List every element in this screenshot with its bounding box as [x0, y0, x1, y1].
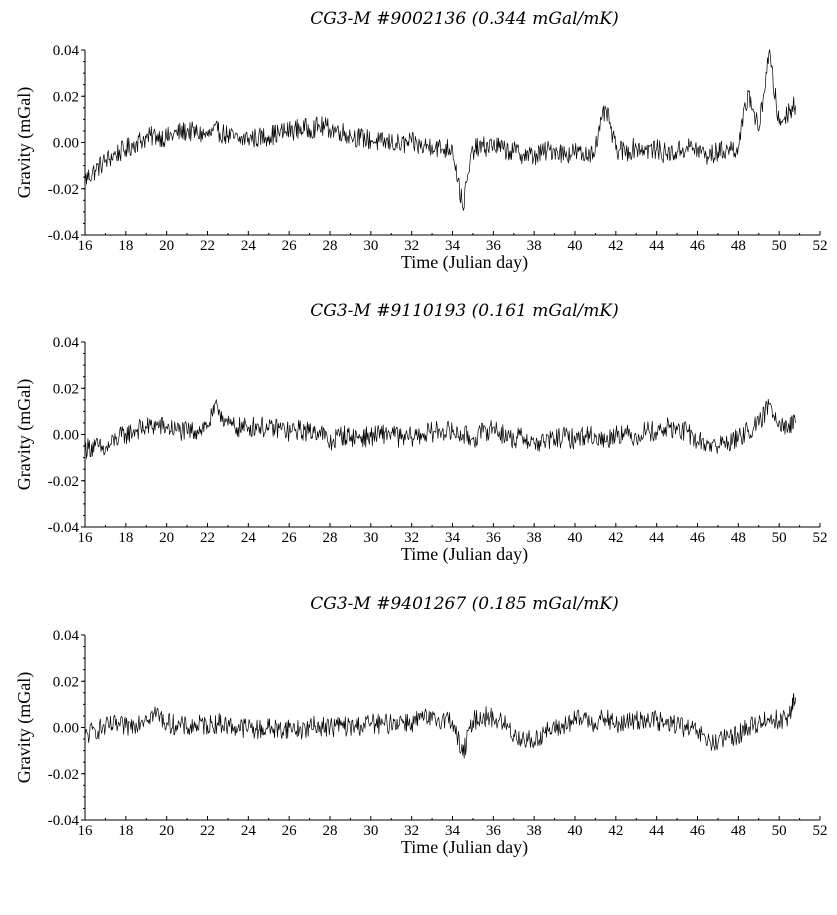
x-tick-label: 48	[731, 238, 746, 254]
x-tick-label: 20	[159, 823, 174, 839]
chart-panel-3: CG3-M #9401267 (0.185 mGal/mK) 0.04 0.02 0.…	[14, 594, 828, 858]
series-line	[84, 398, 796, 459]
chart-title: CG3-M #9401267 (0.185 mGal/mK)	[310, 594, 618, 614]
x-tick-label: 32	[404, 823, 419, 839]
chart-title: CG3-M #9002136 (0.344 mGal/mK)	[310, 9, 618, 29]
x-tick-label: 40	[568, 823, 583, 839]
y-axis-label: Gravity (mGal)	[14, 379, 35, 490]
y-tick-label: 0.04	[53, 43, 80, 59]
chart-title: CG3-M #9110193 (0.161 mGal/mK)	[310, 301, 618, 321]
x-tick-label: 36	[486, 823, 502, 839]
x-tick-label: 50	[772, 238, 787, 254]
y-tick-label: -0.02	[48, 474, 79, 490]
x-axis-label: Time (Julian day)	[401, 252, 528, 273]
x-tick-label: 30	[363, 238, 378, 254]
y-tick-label: -0.04	[48, 813, 80, 829]
y-tick-label: -0.04	[48, 228, 80, 244]
x-tick-label: 32	[404, 238, 419, 254]
x-tick-label: 46	[690, 530, 706, 546]
x-tick-label: 30	[363, 530, 378, 546]
x-tick-label: 16	[78, 530, 94, 546]
x-tick-label: 22	[200, 823, 215, 839]
x-tick-label: 44	[649, 823, 665, 839]
x-tick-label: 32	[404, 530, 419, 546]
x-tick-label: 48	[731, 530, 746, 546]
x-tick-label: 52	[813, 238, 828, 254]
x-tick-label: 24	[241, 530, 257, 546]
x-tick-label: 16	[78, 238, 94, 254]
x-tick-label: 44	[649, 530, 665, 546]
x-tick-label: 26	[282, 238, 298, 254]
chart-panel-2: CG3-M #9110193 (0.161 mGal/mK) 0.04 0.02 0.…	[14, 301, 828, 565]
x-tick-label: 24	[241, 823, 257, 839]
x-tick-label: 34	[445, 823, 461, 839]
x-tick-label: 20	[159, 530, 174, 546]
x-tick-label: 38	[527, 823, 542, 839]
chart-panel-1: CG3-M #9002136 (0.344 mGal/mK) 0.04 0.02 0.…	[14, 9, 828, 273]
series-line	[84, 49, 796, 211]
x-tick-label: 40	[568, 238, 583, 254]
x-axis-label: Time (Julian day)	[401, 837, 528, 858]
x-tick-label: 48	[731, 823, 746, 839]
x-tick-label: 24	[241, 238, 257, 254]
x-tick-label: 46	[690, 823, 706, 839]
x-tick-label: 18	[118, 238, 133, 254]
x-tick-label: 18	[118, 823, 133, 839]
x-tick-label: 28	[323, 238, 338, 254]
x-tick-label: 22	[200, 238, 215, 254]
y-tick-label: -0.02	[48, 182, 79, 198]
y-tick-label: 0.00	[53, 136, 79, 152]
x-tick-label: 46	[690, 238, 706, 254]
x-tick-label: 42	[608, 530, 623, 546]
y-tick-label: 0.02	[53, 674, 79, 690]
y-tick-label: 0.04	[53, 335, 80, 351]
series-line	[84, 692, 796, 759]
y-tick-label: -0.04	[48, 520, 80, 536]
x-tick-label: 36	[486, 238, 502, 254]
x-tick-label: 38	[527, 530, 542, 546]
x-tick-label: 34	[445, 238, 461, 254]
y-tick-label: 0.02	[53, 89, 79, 105]
x-tick-label: 38	[527, 238, 542, 254]
x-tick-label: 50	[772, 823, 787, 839]
x-tick-label: 22	[200, 530, 215, 546]
x-tick-label: 34	[445, 530, 461, 546]
x-tick-label: 52	[813, 530, 828, 546]
x-tick-label: 28	[323, 823, 338, 839]
x-tick-label: 42	[608, 823, 623, 839]
y-tick-label: -0.02	[48, 767, 79, 783]
x-axis-label: Time (Julian day)	[401, 544, 528, 565]
y-tick-label: 0.04	[53, 628, 80, 644]
x-tick-label: 20	[159, 238, 174, 254]
x-tick-label: 28	[323, 530, 338, 546]
x-tick-label: 50	[772, 530, 787, 546]
y-tick-label: 0.02	[53, 381, 79, 397]
y-tick-label: 0.00	[53, 428, 79, 444]
x-tick-label: 42	[608, 238, 623, 254]
y-axis-label: Gravity (mGal)	[14, 87, 35, 198]
x-tick-label: 52	[813, 823, 828, 839]
x-tick-label: 30	[363, 823, 378, 839]
x-tick-label: 26	[282, 530, 298, 546]
x-tick-label: 18	[118, 530, 133, 546]
x-tick-label: 36	[486, 530, 502, 546]
x-tick-label: 26	[282, 823, 298, 839]
y-axis-label: Gravity (mGal)	[14, 672, 35, 783]
y-tick-label: 0.00	[53, 721, 79, 737]
x-tick-label: 40	[568, 530, 583, 546]
x-tick-label: 16	[78, 823, 94, 839]
x-tick-label: 44	[649, 238, 665, 254]
